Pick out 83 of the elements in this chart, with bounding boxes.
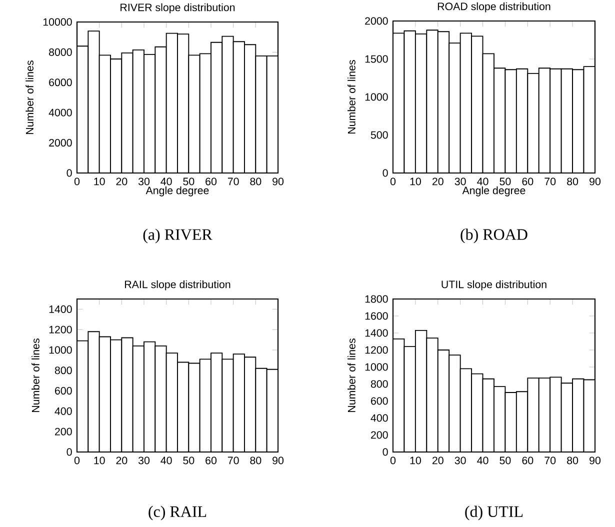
x-tick-label: 70 — [228, 456, 239, 464]
x-tick-label: 90 — [590, 456, 600, 464]
x-tick-label: 70 — [544, 178, 556, 186]
y-axis-title: Number of lines — [26, 60, 34, 134]
y-tick-label: 400 — [54, 407, 72, 415]
x-tick-label: 90 — [272, 456, 284, 464]
y-tick-label: 500 — [370, 131, 388, 139]
y-tick-label: 200 — [371, 431, 388, 439]
x-tick-label: 80 — [250, 178, 262, 186]
y-tick-label: 0 — [66, 448, 72, 456]
y-tick-label: 800 — [370, 380, 388, 388]
y-tick-label: 4000 — [48, 108, 72, 116]
y-tick-label: 1000 — [365, 363, 388, 371]
x-tick-label: 30 — [454, 456, 466, 464]
text: (b) ROAD — [460, 228, 528, 244]
x-tick-label: 20 — [116, 456, 128, 464]
x-tick-label: 80 — [567, 178, 578, 186]
x-tick-label: 0 — [74, 456, 80, 464]
text: (d) UTIL — [465, 506, 523, 520]
chart-title: RIVER slope distribution — [120, 3, 235, 14]
x-tick-label: 20 — [116, 178, 128, 186]
x-tick-label: 0 — [390, 456, 396, 464]
x-tick-label: 30 — [138, 456, 150, 464]
y-tick-label: 1000 — [365, 93, 388, 101]
x-tick-label: 30 — [454, 178, 466, 186]
y-tick-label: 400 — [370, 414, 388, 422]
chart-title: UTIL slope distribution — [442, 280, 546, 290]
x-tick-label: 60 — [206, 178, 217, 186]
x-tick-label: 10 — [94, 178, 105, 186]
y-tick-label: 600 — [371, 397, 388, 405]
y-axis-title: Number of lines — [348, 60, 356, 134]
text: (c) RAIL — [148, 506, 206, 520]
x-tick-label: 70 — [228, 178, 239, 186]
y-axis-title: Number of lines — [348, 338, 356, 412]
x-tick-label: 60 — [206, 456, 217, 464]
x-tick-label: 0 — [74, 178, 80, 186]
y-tick-label: 6000 — [49, 78, 72, 86]
x-tick-label: 50 — [183, 178, 194, 186]
y-tick-label: 1400 — [49, 305, 72, 313]
y-tick-label: 2000 — [49, 139, 72, 147]
x-tick-label: 0 — [390, 178, 396, 186]
y-tick-label: 1500 — [365, 55, 388, 63]
y-tick-label: 800 — [54, 366, 72, 374]
y-tick-label: 0 — [382, 448, 388, 456]
x-tick-label: 90 — [590, 178, 600, 186]
y-tick-label: 1000 — [49, 346, 72, 354]
x-tick-label: 10 — [410, 178, 421, 186]
y-tick-label: 0 — [66, 169, 72, 177]
y-tick-label: 600 — [55, 387, 72, 395]
x-tick-label: 40 — [477, 456, 488, 464]
y-tick-label: 8000 — [49, 48, 72, 56]
x-tick-label: 80 — [250, 456, 262, 464]
y-tick-label: 2000 — [365, 17, 388, 25]
y-tick-label: 1200 — [49, 326, 72, 334]
x-tick-label: 50 — [183, 456, 194, 464]
y-tick-label: 200 — [55, 428, 72, 436]
x-tick-label: 60 — [522, 456, 534, 464]
y-tick-label: 1800 — [365, 295, 388, 303]
x-tick-label: 10 — [410, 456, 421, 464]
text: (a) RIVER — [143, 228, 212, 244]
x-tick-label: 40 — [160, 178, 172, 186]
y-tick-label: 1400 — [365, 329, 388, 337]
y-axis-title: Number of lines — [32, 338, 40, 412]
x-tick-label: 90 — [272, 178, 284, 186]
y-tick-label: 1200 — [365, 346, 388, 354]
x-tick-label: 20 — [432, 178, 444, 186]
x-tick-label: 20 — [432, 456, 444, 464]
x-tick-label: 40 — [160, 456, 172, 464]
y-tick-label: 0 — [382, 169, 388, 177]
x-tick-label: 40 — [477, 178, 488, 186]
x-tick-label: 60 — [522, 178, 534, 186]
y-tick-label: 1600 — [365, 312, 388, 320]
x-tick-label: 80 — [567, 456, 578, 464]
x-tick-label: 50 — [500, 456, 511, 464]
chart-title: ROAD slope distribution — [438, 2, 550, 12]
chart-title: RAIL slope distribution — [125, 280, 230, 290]
y-tick-label: 10000 — [43, 18, 72, 26]
x-tick-label: 70 — [544, 456, 556, 464]
x-axis-title: Angle degree — [146, 186, 209, 196]
x-axis-title: Angle degree — [462, 186, 526, 196]
x-tick-label: 50 — [500, 178, 511, 186]
x-tick-label: 30 — [138, 178, 150, 186]
x-tick-label: 10 — [94, 456, 105, 464]
